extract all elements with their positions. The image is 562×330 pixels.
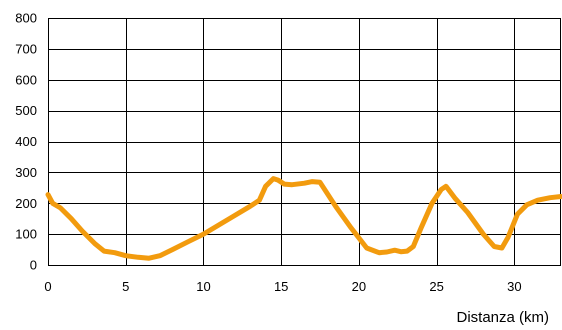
y-tick-label: 500 [15,103,37,118]
x-tick-label: 15 [274,279,288,294]
x-tick-label: 20 [352,279,366,294]
y-tick-label: 600 [15,72,37,87]
y-tick-label: 0 [30,258,37,273]
x-axis-tick-labels: 0 5 10 15 20 25 30 [44,279,521,294]
x-tick-label: 30 [507,279,521,294]
x-tick-label: 0 [44,279,51,294]
plot-area-frame [48,18,561,266]
y-tick-label: 700 [15,41,37,56]
x-axis-title: Distanza (km) [456,309,549,326]
grid-lines [48,18,561,265]
y-axis-tick-labels: 0 100 200 300 400 500 600 700 800 [15,11,37,273]
y-tick-label: 400 [15,134,37,149]
y-tick-label: 100 [15,227,37,242]
y-tick-label: 200 [15,196,37,211]
y-tick-label: 800 [15,11,37,26]
y-tick-label: 300 [15,165,37,180]
x-tick-label: 10 [196,279,210,294]
x-tick-label: 5 [122,279,129,294]
x-tick-label: 25 [429,279,443,294]
elevation-profile-line [45,176,562,261]
